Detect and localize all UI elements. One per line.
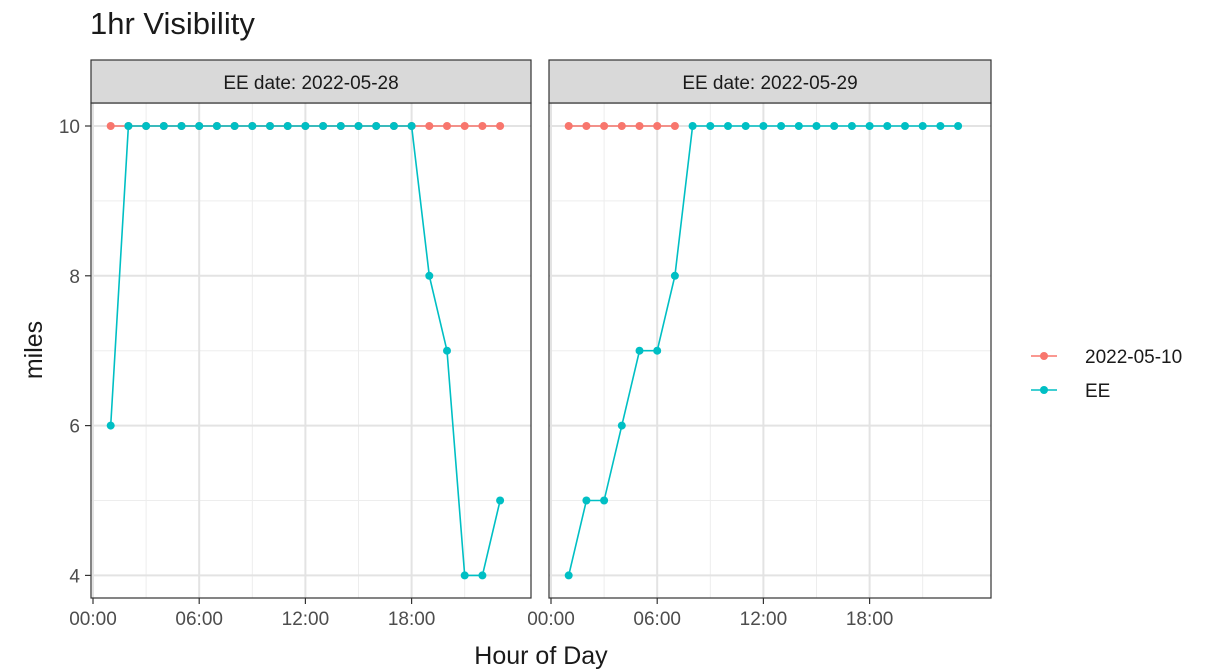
data-point xyxy=(159,122,168,130)
data-point xyxy=(741,122,750,130)
data-point xyxy=(496,496,505,505)
data-point xyxy=(865,122,874,130)
data-point xyxy=(195,122,204,130)
x-tick-label: 00:00 xyxy=(69,609,117,630)
data-point xyxy=(777,122,786,130)
data-point xyxy=(653,346,662,355)
data-point xyxy=(759,122,768,130)
data-point xyxy=(354,122,363,130)
data-point xyxy=(106,421,115,430)
data-point xyxy=(407,122,416,130)
data-point xyxy=(600,122,609,130)
data-point xyxy=(794,122,803,130)
data-point xyxy=(706,122,715,130)
legend-key-point xyxy=(1040,352,1048,360)
y-axis-title: miles xyxy=(20,321,48,379)
x-tick-label: 18:00 xyxy=(388,609,436,630)
data-point xyxy=(635,122,644,130)
data-point xyxy=(901,122,909,130)
data-point xyxy=(670,271,679,280)
data-point xyxy=(496,122,505,130)
data-point xyxy=(443,346,451,355)
data-point xyxy=(212,122,221,130)
data-point xyxy=(954,122,963,130)
x-axis-title: Hour of Day xyxy=(474,642,608,670)
data-point xyxy=(319,122,328,130)
data-point xyxy=(564,122,573,130)
data-point xyxy=(389,122,398,130)
data-point xyxy=(478,571,487,580)
x-tick-label: 06:00 xyxy=(175,609,223,630)
data-point xyxy=(372,122,381,130)
data-point xyxy=(883,122,892,130)
legend-key-point xyxy=(1040,386,1048,394)
data-point xyxy=(425,271,434,280)
data-point xyxy=(617,421,626,430)
data-point xyxy=(230,122,239,130)
data-point xyxy=(301,122,310,130)
x-tick-label: 06:00 xyxy=(633,609,681,630)
data-point xyxy=(425,122,434,130)
x-tick-label: 12:00 xyxy=(740,609,788,630)
y-tick-label: 10 xyxy=(59,117,80,138)
legend: 2022-05-10 EE xyxy=(1031,347,1182,402)
data-point xyxy=(460,122,469,130)
x-tick-label: 00:00 xyxy=(527,609,575,630)
data-point xyxy=(248,122,257,130)
data-point xyxy=(582,496,591,505)
data-point xyxy=(443,122,451,130)
data-point xyxy=(582,122,591,130)
x-tick-label: 18:00 xyxy=(846,609,894,630)
y-tick-label: 4 xyxy=(69,566,80,587)
data-point xyxy=(106,122,115,130)
facet-strip-label: EE date: 2022-05-29 xyxy=(682,73,857,94)
data-point xyxy=(142,122,151,130)
chart-title: 1hr Visibility xyxy=(90,6,255,41)
data-point xyxy=(830,122,839,130)
data-point xyxy=(600,496,609,505)
y-axis: 4 6 8 10 xyxy=(59,117,91,587)
panel-ee-2022-05-28: EE date: 2022-05-28 00:00 06:00 12:00 18:00 xyxy=(69,59,532,630)
legend-label: 2022-05-10 xyxy=(1085,347,1182,368)
facet-strip-label: EE date: 2022-05-28 xyxy=(223,73,398,94)
data-point xyxy=(124,122,133,130)
facet-strip xyxy=(90,59,532,104)
y-tick-label: 6 xyxy=(69,417,80,438)
x-tick-label: 12:00 xyxy=(282,609,330,630)
facet-strip xyxy=(548,59,992,104)
data-point xyxy=(724,122,732,130)
data-point xyxy=(635,346,644,355)
data-point xyxy=(478,122,487,130)
panel-ee-2022-05-29: EE date: 2022-05-29 00:00 06:00 12:00 18:00 xyxy=(527,59,992,630)
data-point xyxy=(812,122,821,130)
data-point xyxy=(460,571,469,580)
data-point xyxy=(918,122,927,130)
data-point xyxy=(847,122,856,130)
data-point xyxy=(688,122,697,130)
data-point xyxy=(336,122,345,130)
legend-label: EE xyxy=(1085,381,1110,402)
data-point xyxy=(653,122,662,130)
data-point xyxy=(936,122,945,130)
data-point xyxy=(177,122,186,130)
data-point xyxy=(670,122,679,130)
data-point xyxy=(266,122,274,130)
data-point xyxy=(617,122,626,130)
data-point xyxy=(564,571,573,580)
y-tick-label: 8 xyxy=(69,267,80,288)
data-point xyxy=(283,122,292,130)
